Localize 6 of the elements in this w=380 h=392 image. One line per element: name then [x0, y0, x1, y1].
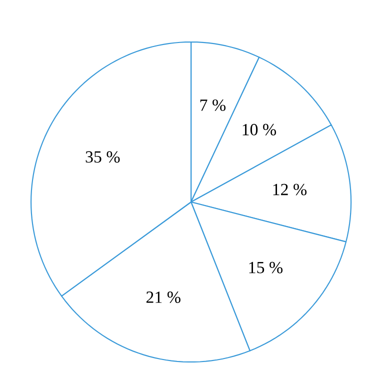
data-label: 12 % — [273, 184, 307, 196]
data-label: 7 % — [200, 99, 226, 111]
data-label: 21 % — [146, 292, 180, 303]
data-label: 10 % — [242, 124, 276, 136]
data-label: 15 % — [249, 262, 283, 274]
data-label: 35 % — [86, 151, 120, 163]
